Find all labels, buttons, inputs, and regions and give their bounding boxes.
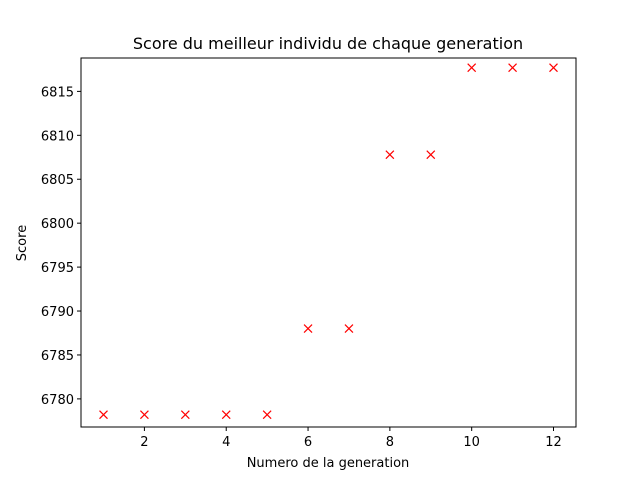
data-point bbox=[467, 63, 477, 73]
x-axis-label: Numero de la generation bbox=[247, 456, 410, 471]
data-point bbox=[344, 324, 354, 334]
data-point bbox=[508, 63, 518, 73]
data-point bbox=[303, 324, 313, 334]
y-tick-label: 6800 bbox=[41, 217, 74, 232]
data-point bbox=[221, 410, 231, 420]
data-point bbox=[549, 63, 558, 73]
x-tick-label: 12 bbox=[545, 435, 562, 450]
x-axis-ticks: 2 4 6 8 10 12 bbox=[140, 427, 562, 450]
x-tick-label: 4 bbox=[222, 435, 230, 450]
y-tick-label: 6785 bbox=[41, 349, 74, 364]
y-tick-label: 6810 bbox=[41, 129, 74, 144]
data-point bbox=[99, 410, 108, 420]
data-point bbox=[262, 410, 272, 420]
data-point bbox=[139, 410, 149, 420]
data-point bbox=[180, 410, 190, 420]
x-tick-label: 8 bbox=[386, 435, 394, 450]
x-tick-label: 6 bbox=[304, 435, 312, 450]
y-tick-label: 6805 bbox=[41, 173, 74, 188]
data-point bbox=[385, 150, 395, 160]
data-points bbox=[99, 63, 558, 420]
data-point bbox=[426, 150, 436, 160]
x-tick-label: 2 bbox=[140, 435, 148, 450]
y-axis-label: Score bbox=[15, 225, 30, 261]
y-tick-label: 6815 bbox=[41, 85, 74, 100]
chart-title: Score du meilleur individu de chaque gen… bbox=[133, 34, 523, 53]
y-tick-label: 6780 bbox=[41, 393, 74, 408]
y-tick-label: 6795 bbox=[41, 261, 74, 276]
y-tick-label: 6790 bbox=[41, 305, 74, 320]
plot-frame bbox=[80, 57, 577, 428]
y-axis-ticks: 6780 6785 6790 6795 6800 6805 6810 6815 bbox=[41, 85, 81, 408]
x-tick-label: 10 bbox=[463, 435, 480, 450]
